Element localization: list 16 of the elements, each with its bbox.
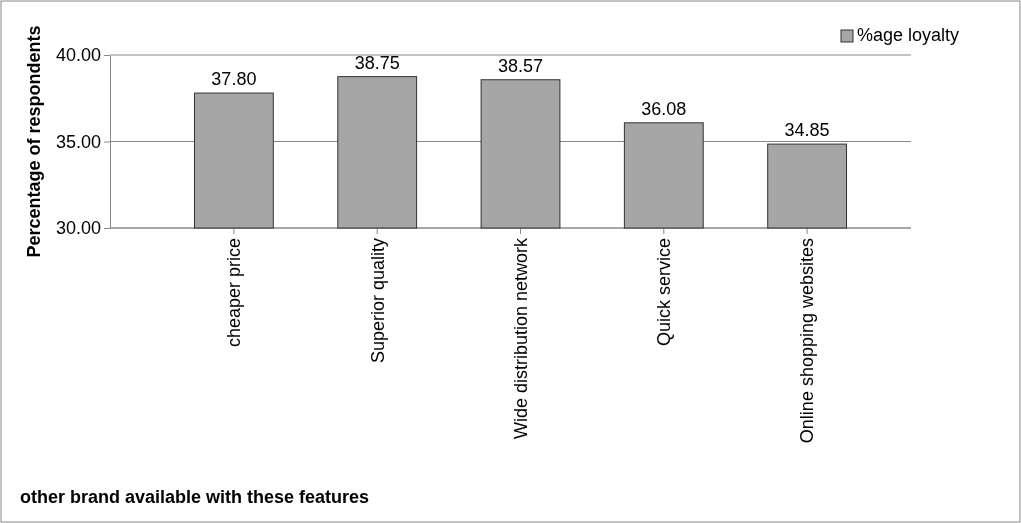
x-tick-label: Online shopping websites — [797, 238, 818, 444]
text: 36.08 — [641, 98, 687, 119]
y-tick-label: 30.00 — [55, 218, 101, 239]
legend-label: %age loyalty — [857, 25, 960, 45]
x-axis-title: other brand available with these features — [20, 487, 370, 507]
x-tick-label: Wide distribution network — [510, 237, 531, 440]
x-tick-label: Superior quality — [367, 238, 388, 364]
text: 34.85 — [784, 120, 830, 141]
text: 38.57 — [497, 55, 544, 76]
y-tick-label: 35.00 — [55, 131, 101, 152]
x-tick-label: Quick service — [654, 238, 675, 347]
text: 37.80 — [211, 69, 257, 90]
text: 38.75 — [354, 52, 400, 73]
y-axis-title: Percentage of respondents — [24, 25, 44, 258]
x-tick-label: cheaper price — [224, 238, 245, 348]
y-tick-label: 40.00 — [55, 45, 101, 66]
